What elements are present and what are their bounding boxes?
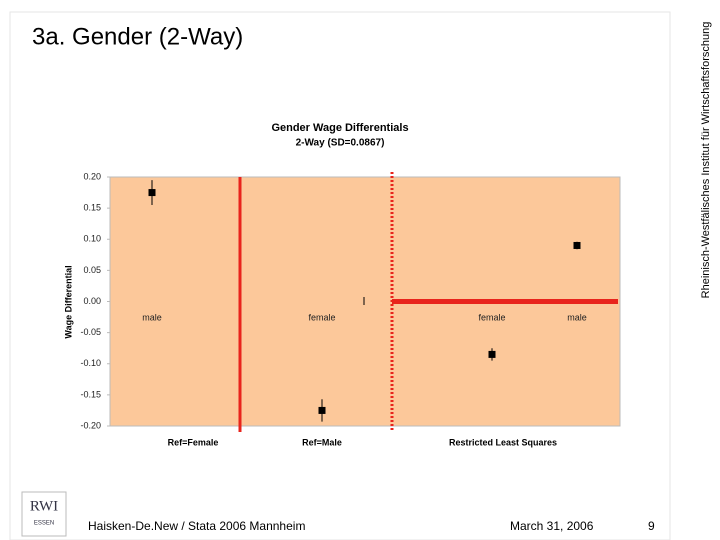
x-tick-label: female: [478, 312, 505, 322]
y-tick-label: -0.10: [80, 358, 101, 368]
logo-name: RWI: [30, 498, 58, 514]
x-tick-label: female: [308, 312, 335, 322]
point: [488, 350, 496, 358]
y-axis-label: Wage Differential: [63, 265, 73, 338]
y-tick-label: 0.05: [83, 265, 101, 275]
footer-date: March 31, 2006: [510, 519, 594, 533]
y-tick-label: 0.00: [83, 296, 101, 306]
y-tick-label: -0.20: [80, 420, 101, 430]
logo-box: [21, 491, 67, 537]
chart-title: Gender Wage Differentials: [271, 122, 408, 134]
x-tick-label: male: [142, 312, 162, 322]
y-tick-label: -0.05: [80, 327, 101, 337]
chart-subtitle: 2-Way (SD=0.0867): [296, 138, 385, 149]
y-tick-label: 0.15: [83, 203, 101, 213]
y-tick-label: 0.10: [83, 234, 101, 244]
group-label: Restricted Least Squares: [449, 437, 557, 447]
page-number: 9: [648, 519, 655, 533]
x-tick-label: male: [567, 312, 587, 322]
logo-city: ESSEN: [34, 521, 54, 527]
group-label: Ref=Female: [168, 437, 219, 447]
point: [318, 406, 326, 414]
side-text: Rheinisch-Westfälisches Institut für Wir…: [700, 22, 712, 299]
footer-author: Haisken-De.New / Stata 2006 Mannheim: [88, 519, 305, 533]
y-tick-label: 0.20: [83, 171, 101, 181]
group-label: Ref=Male: [302, 437, 342, 447]
point: [573, 241, 581, 249]
y-tick-label: -0.15: [80, 389, 101, 399]
slide-title: 3a. Gender (2-Way): [32, 23, 243, 50]
point: [148, 189, 156, 197]
